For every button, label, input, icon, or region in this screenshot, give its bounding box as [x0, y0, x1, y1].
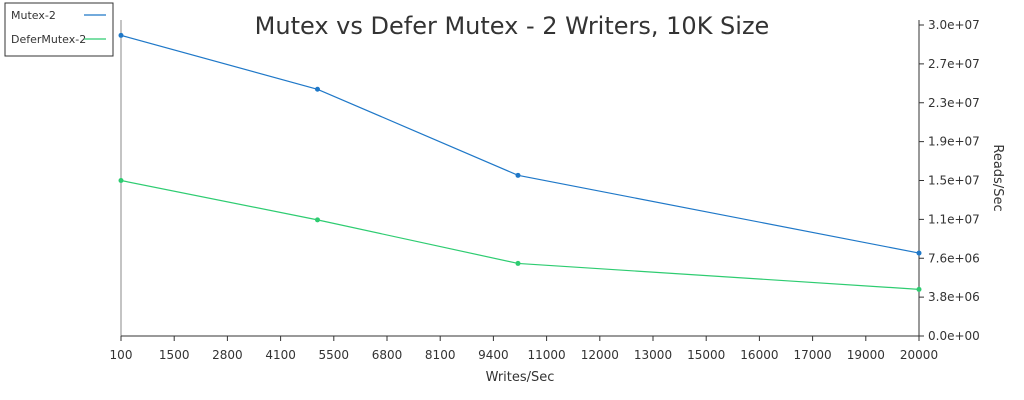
x-tick-label: 4100 [265, 348, 296, 362]
legend-box [4, 2, 114, 57]
x-tick-label: 8100 [425, 348, 456, 362]
series-line-0 [120, 34, 920, 254]
y-tick-label: 1.9e+07 [928, 135, 980, 149]
y-tick-label: 2.7e+07 [928, 57, 980, 71]
y-tick-label: 0.0e+00 [928, 329, 980, 343]
legend-label-1: DeferMutex-2 [11, 33, 86, 46]
series-0-point [314, 86, 320, 92]
y-tick-label: 7.6e+06 [928, 251, 980, 265]
chart-title: Mutex vs Defer Mutex - 2 Writers, 10K Si… [255, 12, 770, 40]
x-tick-label: 13000 [634, 348, 672, 362]
legend: Mutex-2 DeferMutex-2 [4, 2, 114, 57]
x-tick-label: 20000 [900, 348, 938, 362]
series-0-point [118, 32, 124, 38]
x-tick-label: 2800 [212, 348, 243, 362]
x-tick-label: 11000 [528, 348, 566, 362]
x-tick-label: 16000 [740, 348, 778, 362]
series-1-point [118, 178, 124, 183]
series-line-1 [120, 179, 920, 290]
series-0-point [916, 250, 922, 256]
series-1-point [515, 260, 521, 266]
y-tick-label: 3.0e+07 [928, 18, 980, 32]
y-tick-label: 3.8e+06 [928, 290, 980, 304]
x-tick-label: 12000 [581, 348, 619, 362]
x-tick-label: 17000 [794, 348, 832, 362]
x-tick-label: 100 [110, 348, 133, 362]
y-tick-label: 1.1e+07 [928, 212, 980, 226]
y-ticks: 0.0e+00 3.8e+06 7.6e+06 1.1e+07 1.5e+07 1.9e+… [919, 18, 980, 343]
series-1-point [314, 217, 320, 223]
x-tick-label: 5500 [319, 348, 350, 362]
series-layer [118, 32, 922, 292]
series-0-point [515, 172, 521, 178]
x-tick-label: 6800 [372, 348, 403, 362]
x-ticks: 100 1500 2800 4100 5500 6800 8100 9400 11000 1200… [110, 336, 938, 362]
y-tick-label: 2.3e+07 [928, 96, 980, 110]
x-tick-label: 19000 [847, 348, 885, 362]
x-tick-label: 1500 [159, 348, 190, 362]
y-axis-label: Reads/Sec [990, 144, 1005, 211]
y-tick-label: 1.5e+07 [928, 174, 980, 188]
legend-label-0: Mutex-2 [11, 9, 56, 22]
x-tick-label: 9400 [478, 348, 509, 362]
series-1-point [916, 286, 922, 292]
x-tick-label: 15000 [687, 348, 725, 362]
x-axis-label: Writes/Sec [486, 370, 555, 385]
